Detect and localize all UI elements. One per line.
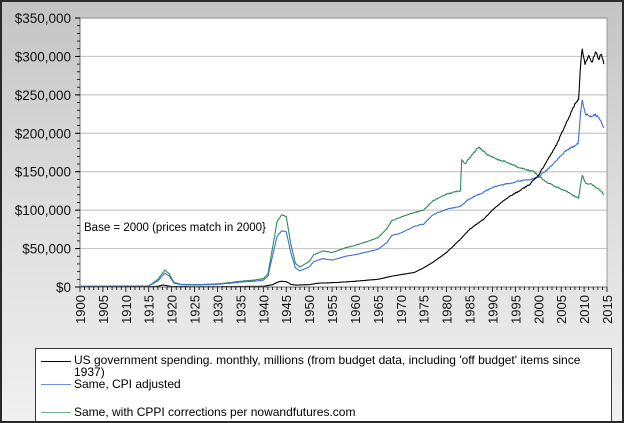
y-tick-label: $350,000: [15, 11, 71, 26]
x-tick-label: 1910: [119, 295, 134, 324]
series-line-spending: [79, 48, 605, 288]
legend-swatch-green: [41, 412, 71, 413]
y-tick-label: $250,000: [15, 88, 71, 103]
x-tick-label: 1925: [188, 295, 203, 324]
x-tick-label: 1945: [279, 295, 294, 324]
x-tick-label: 1965: [371, 295, 386, 324]
x-tick-label: 2000: [531, 295, 546, 324]
base-annotation: Base = 2000 (prices match in 2000}: [84, 222, 266, 234]
legend-swatch-black: [41, 361, 71, 362]
axes: [79, 17, 608, 288]
legend-swatch-blue: [41, 384, 71, 385]
x-tick-label: 1915: [142, 295, 157, 324]
y-tick-label: $300,000: [15, 49, 71, 64]
x-tick-label: 1900: [73, 295, 88, 324]
legend: US government spending. monthly, million…: [35, 348, 612, 421]
x-tick-label: 2010: [577, 295, 592, 324]
x-tick-label: 2005: [554, 295, 569, 324]
x-tick-label: 2015: [600, 295, 615, 324]
legend-label: Same, CPI adjusted: [74, 377, 181, 391]
y-axis-ticks: $0 $50,000 $100,000 $150,000 $200,000 $250,00…: [15, 11, 80, 295]
series-line-cppi-corrected: [79, 146, 605, 287]
x-axis-ticks: 1900 1905 1910 1915 1920 1925 1930 1935 1940 1945…: [73, 287, 615, 324]
x-tick-label: 1935: [233, 295, 248, 324]
x-tick-label: 1930: [210, 295, 225, 324]
y-tick-label: $0: [56, 280, 71, 295]
plot-area: [80, 18, 607, 287]
x-tick-label: 1970: [394, 295, 409, 324]
y-tick-label: $200,000: [15, 126, 71, 141]
plot-border: [79, 17, 608, 288]
x-tick-label: 1940: [256, 295, 271, 324]
x-tick-label: 1990: [485, 295, 500, 324]
x-tick-label: 1980: [440, 295, 455, 324]
series-line-cpi-adjusted: [79, 99, 605, 288]
legend-label: Same, with CPPI corrections per nowandfu…: [74, 405, 356, 419]
x-tick-label: 1985: [463, 295, 478, 324]
series-layer: [79, 47, 605, 288]
x-tick-label: 1975: [417, 295, 432, 324]
legend-label: US government spending. monthly, million…: [74, 353, 581, 379]
x-tick-label: 1920: [165, 295, 180, 324]
y-tick-label: $150,000: [15, 165, 71, 180]
x-tick-label: 1955: [325, 295, 340, 324]
y-tick-label: $50,000: [22, 242, 71, 257]
x-tick-label: 1905: [96, 295, 111, 324]
x-tick-label: 1995: [508, 295, 523, 324]
x-tick-label: 1950: [302, 295, 317, 324]
x-tick-label: 1960: [348, 295, 363, 324]
y-tick-label: $100,000: [15, 203, 71, 218]
